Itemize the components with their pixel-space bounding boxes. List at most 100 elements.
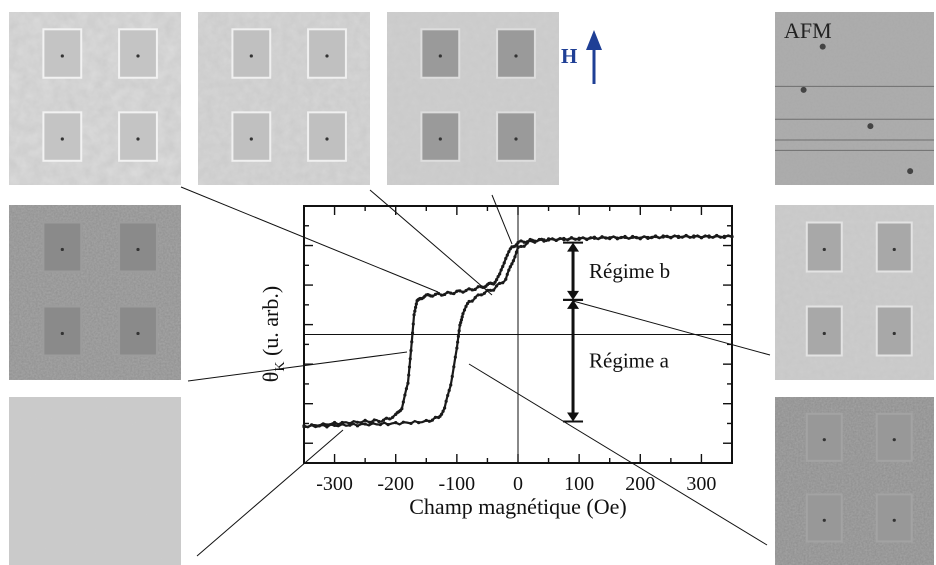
- data-point: [585, 237, 589, 242]
- data-point: [464, 304, 468, 308]
- data-point: [453, 355, 457, 359]
- data-point: [467, 299, 471, 304]
- data-point: [505, 272, 509, 276]
- data-point: [317, 424, 321, 428]
- data-point: [730, 235, 734, 239]
- data-point: [444, 399, 448, 403]
- data-point: [372, 418, 376, 422]
- data-point: [406, 381, 410, 385]
- arrowhead: [567, 242, 580, 252]
- data-point: [394, 421, 398, 425]
- data-point: [443, 292, 447, 297]
- data-point: [407, 365, 412, 369]
- data-point: [332, 423, 337, 427]
- data-point: [368, 420, 372, 425]
- micrograph-top-2: [198, 12, 370, 185]
- data-point: [462, 308, 467, 312]
- data-point: [554, 238, 558, 242]
- data-point: [476, 293, 480, 297]
- data-point: [411, 322, 415, 326]
- data-point: [458, 323, 462, 327]
- data-point: [446, 290, 450, 294]
- data-point: [450, 374, 454, 378]
- data-point: [371, 421, 375, 425]
- data-point: [452, 291, 456, 296]
- data-point: [302, 425, 306, 429]
- data-point: [332, 420, 337, 425]
- data-point: [404, 387, 409, 391]
- regime-annotations: Régime b Régime a: [563, 241, 670, 423]
- data-point: [388, 417, 392, 421]
- x-tick-label: -200: [377, 473, 414, 495]
- data-point: [408, 357, 412, 361]
- data-point: [459, 318, 464, 322]
- data-point: [443, 406, 447, 410]
- data-point: [608, 236, 612, 240]
- data-point: [476, 285, 480, 289]
- field-arrow-icon: [586, 30, 602, 84]
- data-point: [715, 233, 719, 238]
- data-point: [439, 293, 444, 297]
- data-point: [522, 240, 526, 244]
- micrograph-left-2: [9, 205, 181, 380]
- data-point: [355, 424, 360, 428]
- data-point: [381, 418, 386, 422]
- data-point: [461, 312, 465, 316]
- data-point: [459, 320, 463, 325]
- data-point: [505, 253, 509, 257]
- data-point: [600, 235, 604, 239]
- data-point: [340, 422, 344, 426]
- arrowhead: [567, 299, 580, 309]
- x-tick-label: 100: [564, 473, 594, 495]
- y-axis-label: θK (u. arb.): [258, 286, 288, 382]
- data-point: [533, 240, 537, 244]
- data-point: [386, 423, 390, 427]
- data-point: [464, 288, 468, 293]
- data-point: [542, 239, 546, 243]
- data-point: [378, 422, 383, 427]
- x-axis-label: Champ magnétique (Oe): [409, 494, 627, 519]
- micrograph-top-1: [9, 12, 181, 185]
- data-point: [501, 264, 505, 269]
- data-point: [504, 256, 508, 261]
- data-point: [615, 237, 619, 241]
- data-point: [692, 234, 696, 238]
- data-point: [455, 289, 459, 293]
- data-point: [504, 277, 508, 281]
- x-tick-label: 200: [625, 473, 655, 495]
- x-tick-label: 0: [513, 473, 523, 495]
- data-point: [491, 288, 496, 292]
- data-point: [377, 419, 381, 424]
- data-point: [403, 393, 407, 397]
- data-point: [496, 274, 500, 279]
- data-point: [436, 291, 441, 296]
- data-point: [516, 245, 520, 250]
- data-point: [516, 240, 520, 245]
- data-point: [460, 315, 464, 319]
- data-point: [461, 290, 465, 294]
- data-point: [348, 423, 352, 427]
- arrowhead: [567, 290, 580, 300]
- data-point: [502, 261, 506, 265]
- data-point: [498, 272, 502, 276]
- data-point: [499, 268, 503, 272]
- data-point: [519, 239, 523, 243]
- data-point: [447, 388, 451, 392]
- data-point: [488, 288, 493, 292]
- data-point: [424, 418, 428, 423]
- data-point: [522, 244, 526, 248]
- regime-label: Régime a: [589, 349, 670, 373]
- data-point: [409, 421, 413, 426]
- data-point: [493, 280, 497, 284]
- data-point: [495, 284, 499, 288]
- data-point: [456, 340, 460, 344]
- data-point: [569, 236, 574, 240]
- axis-ticks: [303, 206, 733, 463]
- data-point: [546, 237, 551, 241]
- data-point: [525, 241, 529, 245]
- data-point: [427, 419, 431, 423]
- data-point: [479, 293, 483, 297]
- data-point: [638, 236, 642, 240]
- micrograph-afm: [775, 12, 934, 185]
- data-point: [577, 236, 581, 240]
